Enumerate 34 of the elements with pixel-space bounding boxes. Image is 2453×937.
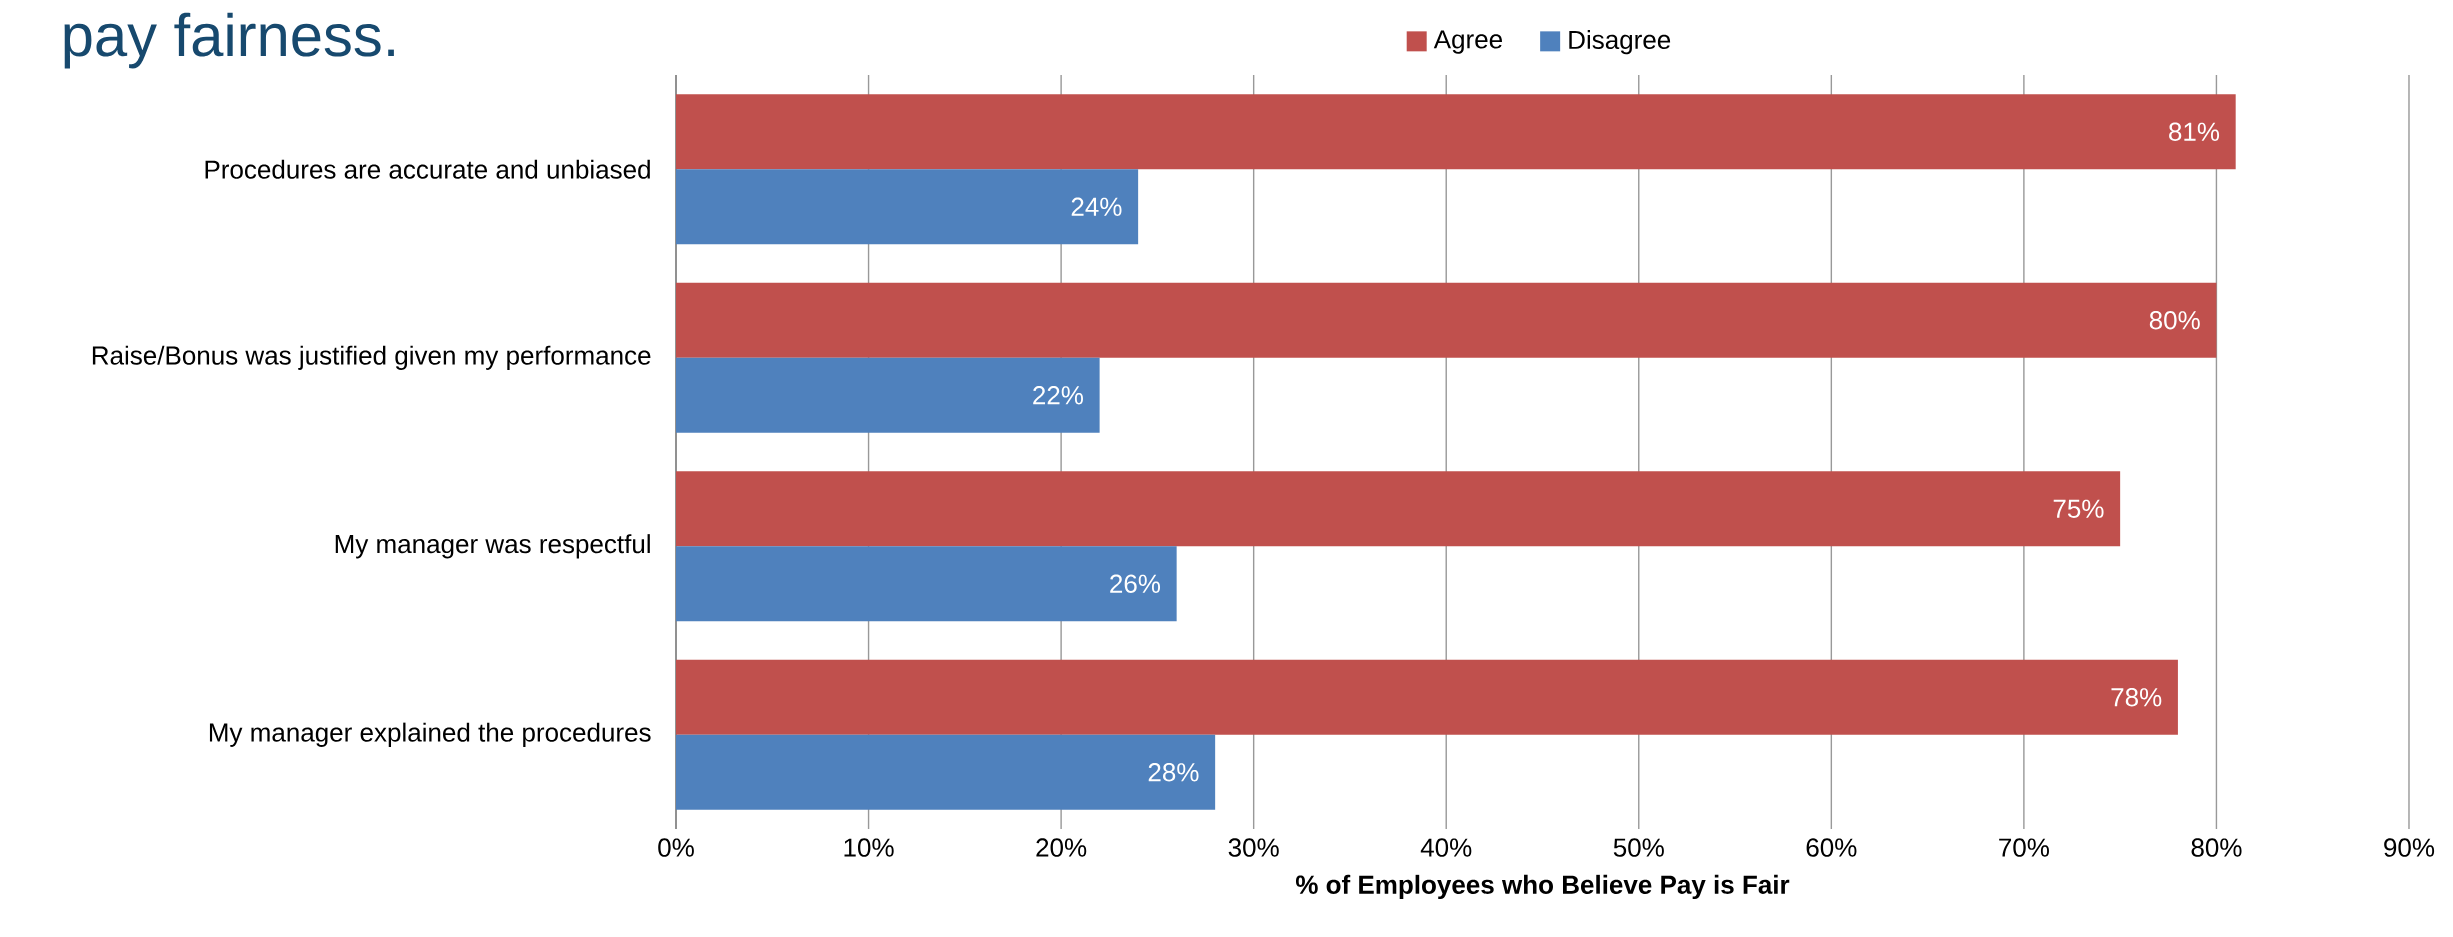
data-label: 78% (2111, 688, 2162, 707)
bar (676, 94, 2236, 170)
x-tick-label: 40% (1420, 838, 1472, 857)
data-label: 28% (1148, 763, 1199, 782)
chart-title: pay fairness. (64, 12, 394, 69)
data-label: 22% (1033, 386, 1083, 405)
x-axis-title: % of Employees who Believe Pay is Fair (1295, 874, 1790, 900)
bar (676, 734, 1216, 810)
bar (676, 357, 1100, 433)
legend-label: Agree (1433, 30, 1502, 54)
data-label: 26% (1110, 574, 1161, 593)
x-tick-label: 30% (1228, 838, 1279, 857)
y-tick-label: My manager was respectful (335, 534, 650, 559)
data-label: 75% (2053, 499, 2104, 518)
x-tick-label: 0% (658, 838, 694, 857)
bar (676, 471, 2121, 547)
bar (676, 282, 2217, 358)
x-tick-label: 80% (2191, 838, 2242, 857)
x-tick-label: 70% (1999, 838, 2049, 857)
x-tick-label: 50% (1613, 838, 1664, 857)
x-tick-label: 10% (844, 838, 894, 857)
bar (676, 546, 1177, 622)
bar (676, 659, 2178, 735)
y-tick-label: Raise/Bonus was justified given my performance (92, 345, 651, 370)
data-label: 81% (2169, 122, 2220, 141)
x-tick-label: 90% (2384, 838, 2435, 857)
y-tick-label: Procedures are accurate and unbiased (205, 159, 650, 179)
x-tick-label: 60% (1806, 838, 1857, 857)
y-tick-label: My manager explained the procedures (209, 722, 651, 747)
bar (676, 169, 1139, 245)
legend-label: Disagree (1569, 29, 1671, 55)
data-label: 80% (2149, 311, 2200, 330)
data-label: 24% (1071, 197, 1122, 216)
x-tick-label: 20% (1036, 838, 1087, 857)
